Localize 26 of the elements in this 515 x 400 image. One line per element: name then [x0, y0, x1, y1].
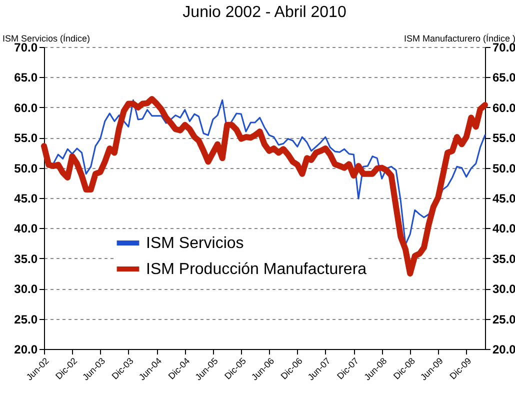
y-tick-label: 50.0	[14, 161, 38, 176]
y-tick-label: 45.0	[14, 192, 38, 206]
legend-label: ISM Producción Manufacturera	[146, 261, 367, 278]
y2-tick-label: 40.0	[492, 222, 515, 236]
y-tick-label: 55.0	[14, 131, 38, 146]
y2-tick-label: 45.0	[492, 192, 515, 206]
y2-tick-label: 55.0	[492, 131, 515, 146]
y2-axis-title: ISM Manufacturero (Índice )	[404, 34, 515, 44]
y2-tick-label: 60.0	[492, 100, 515, 115]
y-tick-label: 40.0	[14, 222, 38, 236]
y-tick-label: 65.0	[14, 70, 38, 85]
y2-tick-label: 35.0	[492, 252, 515, 266]
y2-tick-label: 65.0	[492, 70, 515, 85]
y2-tick-label: 25.0	[492, 312, 515, 326]
y-tick-label: 60.0	[14, 100, 38, 115]
y2-tick-label: 30.0	[492, 282, 515, 296]
legend-label: ISM Servicios	[146, 235, 244, 252]
y-tick-label: 35.0	[14, 252, 38, 266]
y-axis-title: ISM Servicios (Índice)	[2, 34, 90, 44]
y-tick-label: 20.0	[14, 342, 38, 356]
y-tick-label: 70.0	[14, 40, 38, 54]
chart-title: Junio 2002 - Abril 2010	[182, 4, 346, 21]
y2-tick-label: 50.0	[492, 161, 515, 176]
y-tick-label: 25.0	[14, 312, 38, 326]
y-tick-label: 30.0	[14, 282, 38, 296]
y2-tick-label: 20.0	[492, 342, 515, 356]
